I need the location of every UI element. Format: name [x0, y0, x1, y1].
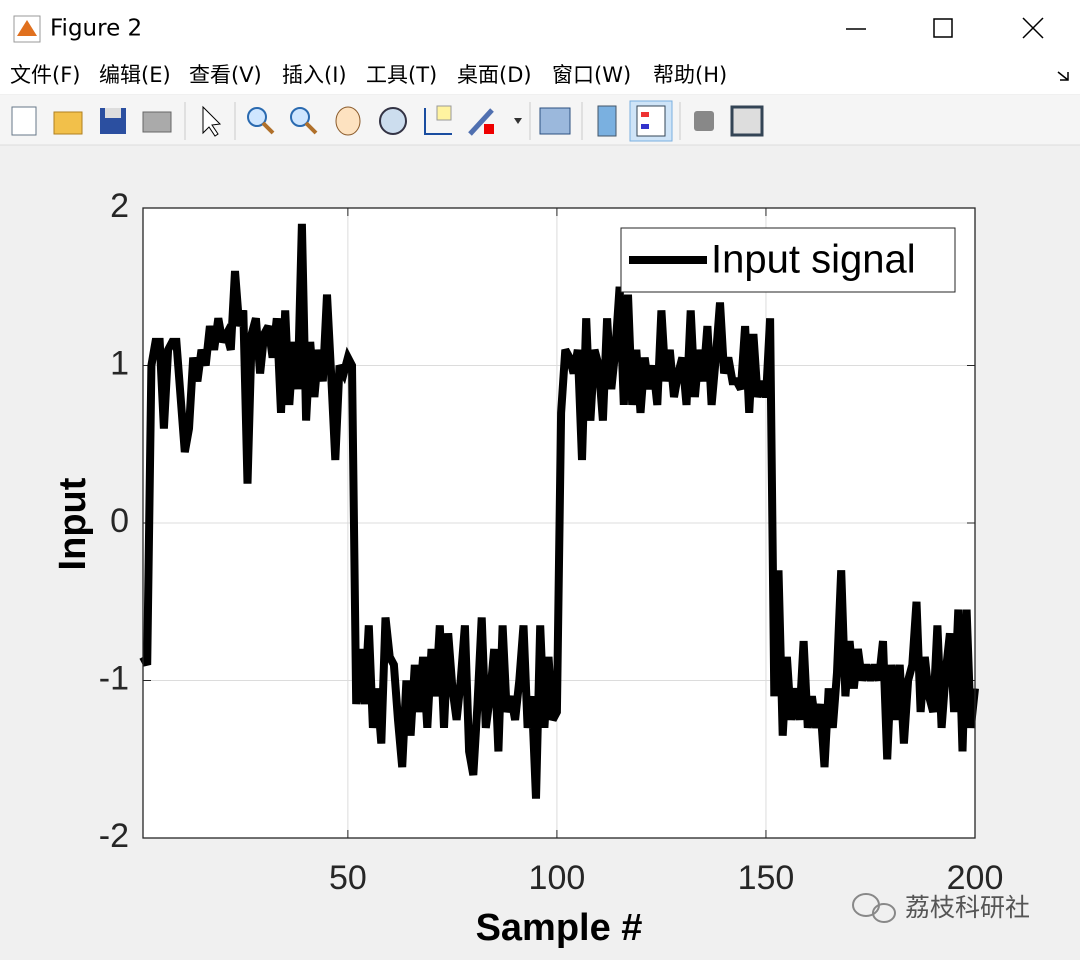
menu-bar: [0, 56, 1080, 94]
axes-box: [142, 207, 976, 839]
y-tick-label: -2: [99, 817, 129, 855]
x-tick-label: 150: [738, 859, 795, 897]
signal-line: [139, 223, 979, 799]
x-tick-label: 100: [529, 859, 586, 897]
menu-item[interactable]: 编辑(E): [99, 63, 171, 87]
menu-item[interactable]: 查看(V): [189, 63, 262, 87]
menu-item[interactable]: 文件(F): [10, 63, 80, 87]
watermark-icon: [852, 893, 896, 923]
x-tick-label: 200: [947, 859, 1004, 897]
x-axis-label: Sample #: [476, 907, 643, 949]
menu-item[interactable]: 工具(T): [366, 63, 437, 87]
y-axis-label: Input: [52, 477, 94, 570]
dock-arrow[interactable]: [1057, 71, 1069, 81]
watermark: 荔枝科研社: [905, 893, 1030, 922]
legend-label: Input signal: [711, 238, 916, 282]
close-button[interactable]: [1022, 17, 1044, 39]
y-tick-label: 2: [110, 187, 129, 225]
title-bar: [0, 0, 1080, 56]
y-tick-label: 0: [110, 502, 129, 540]
menu-item[interactable]: 窗口(W): [552, 63, 631, 87]
y-tick-label: 1: [110, 344, 129, 382]
app-icon: [13, 15, 41, 43]
menu-item[interactable]: 桌面(D): [457, 63, 532, 87]
toolbar-icons: [11, 100, 764, 142]
maximize-button[interactable]: [933, 18, 953, 38]
menu-item[interactable]: 帮助(H): [653, 63, 727, 87]
window-title: Figure 2: [50, 16, 142, 42]
menu-item[interactable]: 插入(I): [282, 63, 347, 87]
y-tick-label: -1: [99, 659, 129, 697]
x-tick-label: 50: [329, 859, 367, 897]
